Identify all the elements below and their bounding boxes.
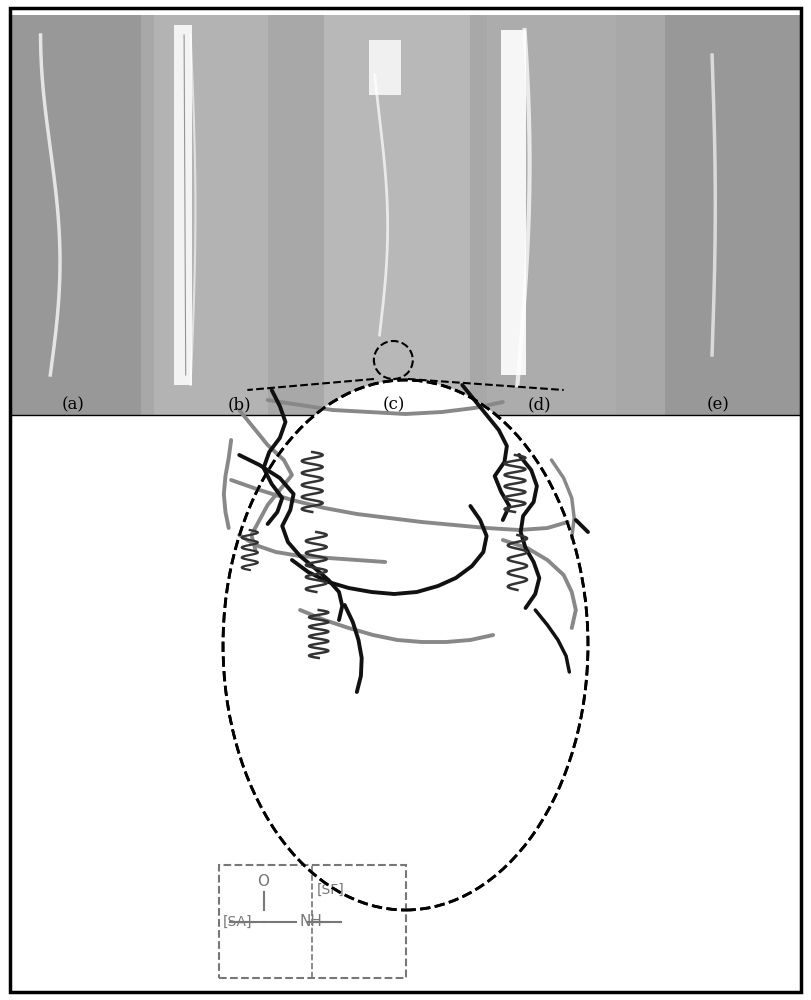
- Bar: [11, 15, 800, 415]
- Text: O: O: [258, 874, 269, 890]
- Bar: [665, 15, 803, 415]
- Bar: [324, 15, 470, 415]
- Bar: [219, 865, 406, 978]
- Ellipse shape: [223, 380, 588, 910]
- Text: (e): (e): [706, 396, 729, 414]
- Bar: [487, 15, 616, 415]
- Text: (d): (d): [527, 396, 551, 414]
- Text: (a): (a): [62, 396, 84, 414]
- Text: [SF]: [SF]: [316, 883, 344, 897]
- Bar: [154, 15, 268, 415]
- Text: (c): (c): [382, 396, 405, 414]
- Bar: [11, 15, 141, 415]
- Text: NH: NH: [299, 914, 322, 930]
- Bar: [501, 30, 526, 375]
- Bar: [174, 25, 192, 385]
- Bar: [369, 40, 401, 95]
- Text: (b): (b): [227, 396, 251, 414]
- Text: [SA]: [SA]: [223, 915, 252, 929]
